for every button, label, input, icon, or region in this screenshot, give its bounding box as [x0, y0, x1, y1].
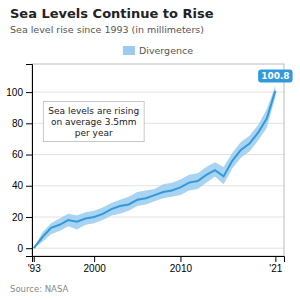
line — [34, 91, 276, 248]
marks — [34, 86, 276, 248]
band-area — [34, 86, 276, 248]
chart: Sea Levels Continue to Rise Sea level ris… — [0, 0, 300, 300]
y-tick: 0 — [17, 243, 32, 254]
y-axis-line — [26, 65, 33, 257]
x-tick-label: '21 — [269, 263, 282, 274]
y-tick-label: 0 — [17, 243, 23, 254]
end-label-box — [258, 69, 292, 82]
legend-swatch — [123, 46, 135, 55]
x-tick-label: '93 — [28, 263, 41, 274]
y-tick-label: 80 — [12, 118, 24, 129]
x-tick-label: 2000 — [84, 263, 107, 274]
y-tick-label: 20 — [12, 212, 24, 223]
legend: Divergence — [123, 45, 193, 56]
legend-label: Divergence — [139, 45, 193, 56]
end-label-text: 100.8 — [261, 71, 289, 81]
title: Sea Levels Continue to Rise — [10, 6, 214, 21]
grid-line — [32, 248, 284, 249]
annotation-box — [43, 102, 144, 142]
x-tick-mark — [94, 256, 95, 262]
y-tick-mark — [26, 217, 32, 218]
x-tick-mark — [180, 256, 181, 262]
annotation-line: Sea levels are rising — [48, 106, 139, 116]
grid-line — [32, 92, 284, 93]
y-tick-mark — [26, 186, 32, 187]
y-axis: 0 20 40 60 80 100 — [6, 65, 32, 257]
x-tick-label: 2010 — [170, 263, 193, 274]
source: Source: NASA — [10, 284, 68, 294]
annotation: Sea levels are risingon average 3.5mmper… — [43, 102, 144, 142]
annotation-text: Sea levels are risingon average 3.5mmper… — [48, 106, 139, 138]
y-tick-mark — [26, 123, 32, 124]
x-axis: '93 2000 2010 '21 — [28, 256, 285, 274]
plot-frame — [32, 64, 284, 256]
y-tick-mark — [26, 155, 32, 156]
x-tick: '93 — [28, 256, 41, 274]
y-tick: 60 — [12, 149, 32, 160]
end-label: 100.8 — [258, 69, 292, 82]
y-tick: 20 — [12, 212, 32, 223]
y-tick-label: 60 — [12, 149, 24, 160]
annotation-line: per year — [75, 128, 113, 138]
legend-item: Divergence — [123, 45, 193, 56]
y-tick: 40 — [12, 180, 32, 191]
y-tick: 100 — [6, 87, 32, 98]
annotation-line: on average 3.5mm — [51, 117, 137, 127]
y-tick-label: 40 — [12, 180, 24, 191]
y-tick-label: 100 — [6, 87, 23, 98]
x-tick: 2000 — [84, 256, 107, 274]
y-tick-mark — [26, 92, 32, 93]
subtitle: Sea level rise since 1993 (in millimeter… — [10, 24, 204, 35]
y-tick-mark — [26, 248, 32, 249]
y-tick: 80 — [12, 118, 32, 129]
grid-line — [32, 154, 284, 155]
x-tick-mark — [34, 256, 35, 262]
x-tick-mark — [275, 256, 276, 262]
x-axis-line — [33, 257, 285, 263]
grid-line — [32, 185, 284, 186]
x-tick: '21 — [269, 256, 282, 274]
x-tick: 2010 — [170, 256, 193, 274]
plot: '93 2000 2010 '21 0 20 40 60 80 100 Sea levels are… — [6, 64, 292, 274]
